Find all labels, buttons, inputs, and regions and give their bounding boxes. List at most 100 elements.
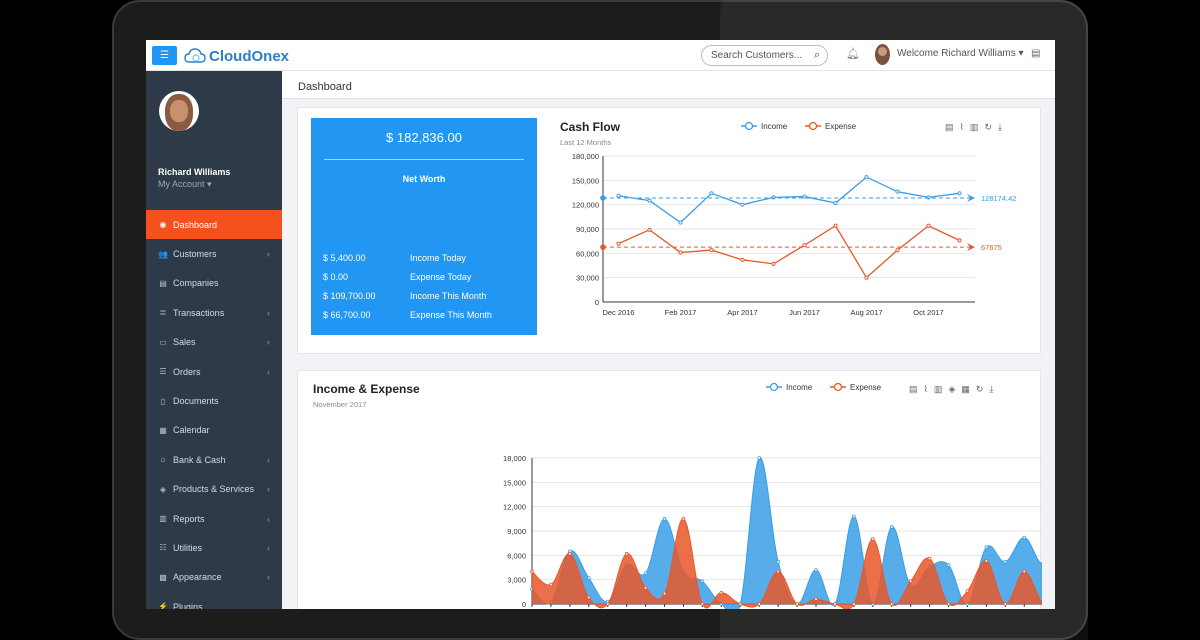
sidebar-item-customers[interactable]: 👥Customers‹ xyxy=(146,239,282,268)
sidebar-item-label: Utilities xyxy=(173,543,202,553)
chevron-left-icon: ‹ xyxy=(267,484,270,494)
data-point xyxy=(741,203,744,206)
data-point xyxy=(663,517,666,520)
sidebar-item-transactions[interactable]: ≣Transactions‹ xyxy=(146,298,282,327)
data-point xyxy=(777,570,780,573)
data-point xyxy=(834,201,837,204)
data-point xyxy=(947,564,950,567)
data-point xyxy=(679,251,682,254)
database-icon: ≣ xyxy=(158,308,168,317)
data-point xyxy=(834,603,837,606)
x-tick-label: Jun 2017 xyxy=(789,308,820,317)
sidebar-item-dashboard[interactable]: ◉Dashboard xyxy=(146,210,282,239)
search-icon[interactable]: ⌕ xyxy=(814,49,820,62)
legend-label: Expense xyxy=(850,383,882,392)
data-point xyxy=(834,224,837,227)
data-point xyxy=(1023,570,1026,573)
data-point xyxy=(720,591,723,594)
logo[interactable]: CloudOnex xyxy=(184,45,289,67)
cube-icon: ◈ xyxy=(158,485,168,494)
data-point xyxy=(1004,560,1007,563)
users-icon: 👥 xyxy=(158,250,168,259)
legend-marker xyxy=(746,123,753,130)
data-point xyxy=(1023,536,1026,539)
legend-marker xyxy=(771,384,778,391)
data-point xyxy=(865,175,868,178)
data-point xyxy=(985,546,988,549)
sidebar-item-bank-cash[interactable]: ⌂Bank & Cash‹ xyxy=(146,445,282,474)
y-tick-label: 6,000 xyxy=(507,551,526,560)
x-tick-label: Apr 2017 xyxy=(727,308,757,317)
my-account-link[interactable]: My Account ▾ xyxy=(158,179,212,190)
search-placeholder: Search Customers... xyxy=(711,50,802,61)
sidebar-item-label: Documents xyxy=(173,396,219,406)
chevron-left-icon: ‹ xyxy=(267,455,270,465)
sidebar-item-products-services[interactable]: ◈Products & Services‹ xyxy=(146,475,282,504)
data-point xyxy=(947,603,950,606)
sidebar-item-label: Appearance xyxy=(173,572,222,582)
sidebar-item-calendar[interactable]: ▦Calendar xyxy=(146,416,282,445)
data-point xyxy=(803,195,806,198)
data-point xyxy=(550,583,553,586)
sidebar-item-companies[interactable]: ▤Companies xyxy=(146,269,282,298)
y-tick-label: 60,000 xyxy=(576,249,599,258)
cashflow-chart: 030,00060,00090,000120,000150,000180,000… xyxy=(298,108,1042,355)
y-tick-label: 180,000 xyxy=(572,152,599,161)
data-point xyxy=(663,592,666,595)
cashflow-panel: $ 182,836.00 Net Worth $ 5,400.00 Income… xyxy=(297,107,1041,354)
top-bar: ☰ CloudOnex Search Customers... ⌕ 🔔︎ Wel… xyxy=(146,40,1055,71)
data-point xyxy=(927,224,930,227)
chevron-left-icon: ‹ xyxy=(267,337,270,347)
chevron-left-icon: ‹ xyxy=(267,308,270,318)
income-expense-panel: Income & Expense November 2017 ▤ ⌇ ▥ ◈ ▦… xyxy=(297,370,1041,609)
data-point xyxy=(710,192,713,195)
y-tick-label: 90,000 xyxy=(576,225,599,234)
data-point xyxy=(648,228,651,231)
menu-toggle-button[interactable]: ☰ xyxy=(152,46,177,65)
data-point xyxy=(928,557,931,560)
data-point xyxy=(896,190,899,193)
data-point xyxy=(644,586,647,589)
data-point xyxy=(815,598,818,601)
data-point xyxy=(852,603,855,606)
data-point xyxy=(625,552,628,555)
average-line-label: 67675 xyxy=(981,243,1002,252)
user-menu[interactable]: Welcome Richard Williams ▾ xyxy=(897,48,1024,59)
series-line-expense xyxy=(619,226,960,278)
data-point xyxy=(710,248,713,251)
user-avatar[interactable] xyxy=(159,91,199,131)
sidebar-item-label: Companies xyxy=(173,278,219,288)
sidebar-item-sales[interactable]: ▭Sales‹ xyxy=(146,328,282,357)
legend-marker xyxy=(810,123,817,130)
data-point xyxy=(701,580,704,583)
x-tick-label: Oct 2017 xyxy=(913,308,943,317)
sidebar-item-orders[interactable]: ☰Orders‹ xyxy=(146,357,282,386)
sidebar-item-label: Customers xyxy=(173,249,217,259)
y-tick-label: 0 xyxy=(522,600,526,609)
grid-menu-icon[interactable]: ▤ xyxy=(1031,48,1040,59)
search-input[interactable]: Search Customers... ⌕ xyxy=(701,45,828,66)
chevron-left-icon: ‹ xyxy=(267,572,270,582)
sidebar-item-reports[interactable]: ▥Reports‹ xyxy=(146,504,282,533)
data-point xyxy=(958,192,961,195)
data-point xyxy=(815,569,818,572)
bell-icon[interactable]: 🔔︎ xyxy=(846,47,860,60)
sidebar-item-label: Orders xyxy=(173,367,201,377)
data-point xyxy=(890,526,893,529)
sidebar-item-appearance[interactable]: ▩ Appearance ‹ xyxy=(146,563,282,592)
sidebar-item-documents[interactable]: ▯Documents xyxy=(146,386,282,415)
sidebar-item-utilities[interactable]: ☷Utilities‹ xyxy=(146,533,282,562)
chevron-left-icon: ‹ xyxy=(267,367,270,377)
legend-label: Expense xyxy=(825,122,857,131)
data-point xyxy=(679,221,682,224)
palette-icon: ▩ xyxy=(158,573,168,582)
data-point xyxy=(758,457,761,460)
data-point xyxy=(644,572,647,575)
avatar[interactable] xyxy=(875,44,890,65)
data-point xyxy=(1004,603,1007,606)
sidebar-item-plugins[interactable]: ⚡Plugins xyxy=(146,592,282,609)
series-area-expense xyxy=(532,519,1042,609)
data-point xyxy=(871,538,874,541)
data-point xyxy=(587,577,590,580)
data-point xyxy=(739,603,742,606)
